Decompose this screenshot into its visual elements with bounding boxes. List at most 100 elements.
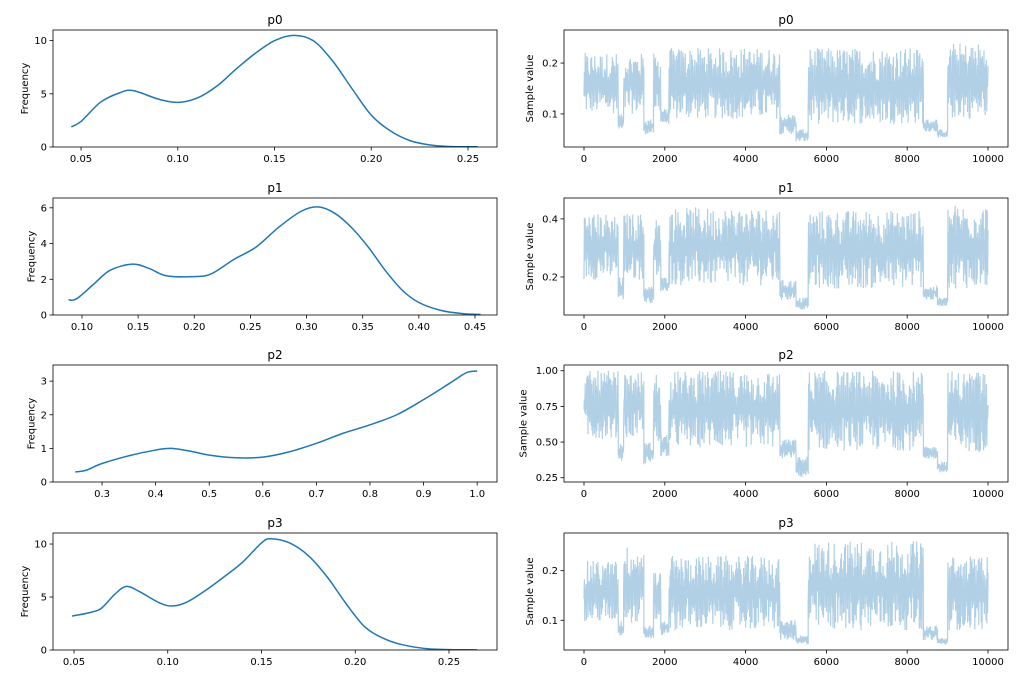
x-tick-label: 0 bbox=[581, 657, 587, 668]
kde-line bbox=[75, 370, 478, 473]
x-tick-label: 0.3 bbox=[94, 489, 110, 500]
y-tick-label: 5 bbox=[41, 89, 47, 100]
x-tick-label: 2000 bbox=[652, 322, 677, 333]
kde-line bbox=[71, 537, 478, 650]
subplot-title: p1 bbox=[778, 181, 793, 195]
y-axis-label: Frequency bbox=[27, 398, 38, 450]
x-tick-label: 0.15 bbox=[250, 657, 272, 668]
kde-line bbox=[71, 34, 478, 147]
subplot-title: p2 bbox=[778, 348, 793, 362]
trace-line bbox=[583, 205, 989, 310]
subplot-title: p3 bbox=[267, 516, 282, 530]
x-tick-label: 2000 bbox=[652, 657, 677, 668]
x-tick-label: 0.20 bbox=[183, 322, 205, 333]
subplot-trace-p1: 0 2000 4000 6000 8000 10000 0.2 0.4 p1 Sample val… bbox=[525, 181, 1009, 333]
axes-frame bbox=[563, 197, 1009, 316]
x-tick-label: 0.6 bbox=[255, 489, 271, 500]
x-tick-label: 0.10 bbox=[167, 154, 189, 165]
y-tick-label: 0.2 bbox=[542, 272, 558, 283]
x-tick-label: 0.05 bbox=[63, 657, 85, 668]
x-tick-label: 0.20 bbox=[344, 657, 366, 668]
y-axis-label: Sample value bbox=[518, 390, 529, 458]
y-axis-label: Sample value bbox=[525, 223, 536, 291]
x-tick-label: 6000 bbox=[814, 322, 839, 333]
y-tick-label: 0.1 bbox=[542, 616, 558, 627]
axes-frame bbox=[52, 364, 498, 483]
trace-line bbox=[583, 541, 989, 645]
y-axis-label: Sample value bbox=[525, 558, 536, 626]
x-tick-label: 0.5 bbox=[201, 489, 217, 500]
axes-frame bbox=[563, 29, 1009, 148]
x-tick-label: 4000 bbox=[733, 489, 758, 500]
x-tick-label: 8000 bbox=[894, 154, 919, 165]
x-tick-label: 6000 bbox=[814, 657, 839, 668]
x-tick-label: 1.0 bbox=[469, 489, 485, 500]
x-tick-label: 0.9 bbox=[416, 489, 432, 500]
kde-line bbox=[68, 206, 481, 315]
y-axis-label: Sample value bbox=[525, 55, 536, 123]
x-tick-label: 0.25 bbox=[438, 657, 460, 668]
x-tick-label: 0.20 bbox=[360, 154, 382, 165]
axes-frame bbox=[52, 197, 498, 316]
x-tick-label: 8000 bbox=[894, 489, 919, 500]
x-tick-label: 0.15 bbox=[263, 154, 285, 165]
x-tick-label: 0.10 bbox=[157, 657, 179, 668]
subplot-trace-p0: 0 2000 4000 6000 8000 10000 0.1 0.2 p0 Sample val… bbox=[525, 13, 1009, 165]
subplot-title: p0 bbox=[778, 13, 793, 27]
trace-line bbox=[583, 370, 989, 478]
x-tick-label: 2000 bbox=[652, 154, 677, 165]
subplot-trace-p3: 0 2000 4000 6000 8000 10000 0.1 0.2 p3 Sample val… bbox=[525, 516, 1009, 668]
x-tick-label: 0 bbox=[581, 154, 587, 165]
x-tick-label: 0.7 bbox=[308, 489, 324, 500]
subplot-kde-p0: 0.05 0.10 0.15 0.20 0.25 0 5 10 p0 Frequency bbox=[20, 13, 498, 165]
x-tick-label: 8000 bbox=[894, 322, 919, 333]
x-tick-label: 0 bbox=[581, 489, 587, 500]
y-tick-label: 0.4 bbox=[542, 214, 558, 225]
y-tick-label: 1 bbox=[41, 444, 47, 455]
x-tick-label: 0.4 bbox=[148, 489, 164, 500]
y-tick-label: 0 bbox=[41, 311, 47, 322]
x-tick-label: 0.10 bbox=[71, 322, 93, 333]
x-tick-label: 0.05 bbox=[70, 154, 92, 165]
x-tick-label: 10000 bbox=[972, 657, 1004, 668]
subplot-title: p0 bbox=[267, 13, 282, 27]
subplot-trace-p2: 0 2000 4000 6000 8000 10000 0.25 0.50 0.75 1.00 p2… bbox=[518, 348, 1009, 500]
subplot-title: p2 bbox=[267, 348, 282, 362]
x-tick-label: 6000 bbox=[814, 489, 839, 500]
x-tick-label: 0.45 bbox=[464, 322, 486, 333]
y-tick-label: 6 bbox=[41, 203, 47, 214]
y-tick-label: 1.00 bbox=[536, 366, 558, 377]
x-tick-label: 0.30 bbox=[295, 322, 317, 333]
x-tick-label: 6000 bbox=[814, 154, 839, 165]
y-axis-label: Frequency bbox=[27, 231, 38, 283]
y-tick-label: 4 bbox=[41, 239, 47, 250]
subplot-kde-p3: 0.05 0.10 0.15 0.20 0.25 0 5 10 p3 Frequency bbox=[20, 516, 498, 668]
subplot-title: p1 bbox=[267, 181, 282, 195]
y-tick-label: 0.50 bbox=[536, 438, 558, 449]
x-tick-label: 0.25 bbox=[239, 322, 261, 333]
y-tick-label: 0.2 bbox=[542, 59, 558, 70]
x-tick-label: 0 bbox=[581, 322, 587, 333]
y-tick-label: 10 bbox=[34, 540, 47, 551]
x-tick-label: 2000 bbox=[652, 489, 677, 500]
x-tick-label: 4000 bbox=[733, 322, 758, 333]
x-tick-label: 0.8 bbox=[362, 489, 378, 500]
y-tick-label: 2 bbox=[41, 275, 47, 286]
axes-frame bbox=[52, 29, 498, 148]
y-tick-label: 3 bbox=[41, 377, 47, 388]
subplot-kde-p1: 0.10 0.15 0.20 0.25 0.30 0.35 0.40 0.45 0 2 4 6 p1 Fr… bbox=[27, 181, 498, 333]
y-tick-label: 0 bbox=[41, 143, 47, 154]
x-tick-label: 10000 bbox=[972, 154, 1004, 165]
x-tick-label: 0.15 bbox=[127, 322, 149, 333]
x-tick-label: 4000 bbox=[733, 657, 758, 668]
y-tick-label: 0 bbox=[41, 478, 47, 489]
y-axis-label: Frequency bbox=[20, 63, 31, 115]
subplot-kde-p2: 0.3 0.4 0.5 0.6 0.7 0.8 0.9 1.0 0 1 2 3 p2 Frequency bbox=[27, 348, 498, 500]
y-axis-label: Frequency bbox=[20, 566, 31, 618]
axes-frame bbox=[563, 364, 1009, 483]
y-tick-label: 10 bbox=[34, 36, 47, 47]
axes-frame bbox=[563, 532, 1009, 651]
x-tick-label: 0.25 bbox=[457, 154, 479, 165]
y-tick-label: 0.1 bbox=[542, 109, 558, 120]
